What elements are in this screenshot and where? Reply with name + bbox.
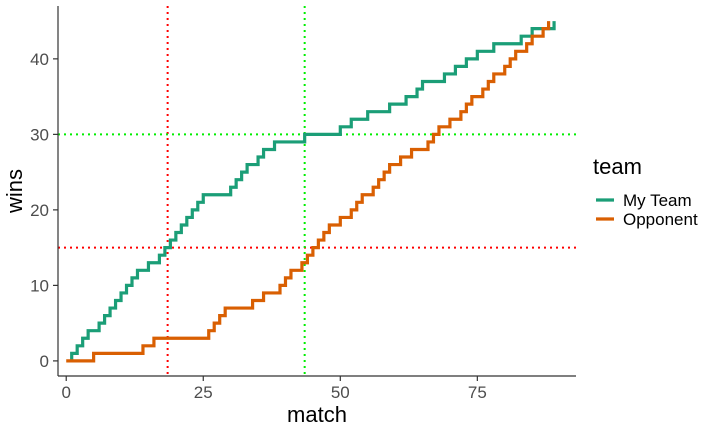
y-tick-label: 10 [30,276,49,295]
y-tick-label: 40 [30,50,49,69]
x-tick-label: 0 [61,383,70,402]
y-tick-label: 30 [30,125,49,144]
series-lines [66,21,556,363]
axes [57,6,576,377]
x-tick-label: 50 [331,383,350,402]
legend-label-0: My Team [623,191,692,210]
x-tick-label: 75 [468,383,487,402]
y-axis-title: wins [2,169,27,214]
legend-title: team [593,154,642,179]
series-line-1 [66,21,551,363]
x-tick-label: 25 [194,383,213,402]
x-axis-title: match [287,402,347,427]
legend-label-1: Opponent [623,210,698,229]
y-tick-label: 20 [30,201,49,220]
ticks: 0 25 50 75 0 10 20 30 40 [30,50,487,402]
y-tick-label: 0 [40,352,49,371]
series-line-0 [70,21,556,361]
reference-lines [58,6,576,376]
